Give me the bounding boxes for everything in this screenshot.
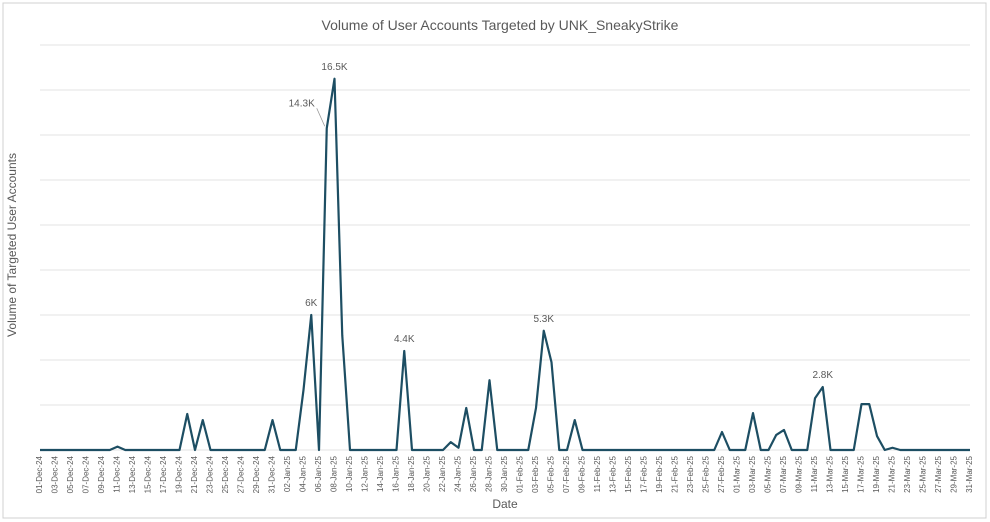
x-tick-label: 03-Dec-24 <box>51 455 60 493</box>
x-tick-label: 13-Mar-25 <box>826 455 835 492</box>
x-tick-label: 20-Jan-25 <box>423 455 432 492</box>
x-tick-label: 09-Dec-24 <box>97 455 106 493</box>
x-tick-label: 07-Mar-25 <box>779 455 788 492</box>
x-tick-label: 26-Jan-25 <box>469 455 478 492</box>
x-tick-label: 23-Dec-24 <box>206 455 215 493</box>
x-tick-label: 27-Dec-24 <box>237 455 246 493</box>
x-tick-label: 29-Mar-25 <box>950 455 959 492</box>
x-tick-label: 04-Jan-25 <box>299 455 308 492</box>
x-tick-label: 11-Feb-25 <box>593 455 602 492</box>
x-tick-label: 23-Mar-25 <box>903 455 912 492</box>
x-tick-label: 15-Feb-25 <box>624 455 633 492</box>
x-tick-label: 08-Jan-25 <box>330 455 339 492</box>
x-tick-label: 25-Mar-25 <box>919 455 928 492</box>
data-label: 6K <box>305 298 318 309</box>
x-tick-label: 31-Dec-24 <box>268 455 277 493</box>
x-tick-label: 17-Feb-25 <box>640 455 649 492</box>
data-label: 5.3K <box>533 314 554 325</box>
x-tick-label: 11-Mar-25 <box>810 455 819 492</box>
x-tick-label: 09-Feb-25 <box>578 455 587 492</box>
y-axis-title: Volume of Targeted User Accounts <box>5 153 19 337</box>
x-tick-label: 30-Jan-25 <box>500 455 509 492</box>
x-tick-label: 03-Feb-25 <box>531 455 540 492</box>
x-tick-label: 17-Mar-25 <box>857 455 866 492</box>
x-tick-label: 01-Mar-25 <box>733 455 742 492</box>
x-tick-label: 15-Mar-25 <box>841 455 850 492</box>
x-tick-label: 21-Dec-24 <box>190 455 199 493</box>
x-tick-label: 23-Feb-25 <box>686 455 695 492</box>
x-tick-label: 19-Mar-25 <box>872 455 881 492</box>
x-tick-label: 05-Dec-24 <box>66 455 75 493</box>
data-label: 2.8K <box>812 370 833 381</box>
x-tick-label: 29-Dec-24 <box>252 455 261 493</box>
data-line <box>40 77 970 452</box>
data-label: 14.3K <box>289 98 315 109</box>
x-tick-label: 11-Dec-24 <box>113 455 122 492</box>
x-tick-label: 05-Feb-25 <box>547 455 556 492</box>
x-tick-label: 05-Mar-25 <box>764 455 773 492</box>
x-tick-label: 15-Dec-24 <box>144 455 153 493</box>
x-tick-label: 01-Feb-25 <box>516 455 525 492</box>
x-tick-label: 25-Feb-25 <box>702 455 711 492</box>
x-tick-label: 21-Feb-25 <box>671 455 680 492</box>
x-axis-title: Date <box>492 497 518 511</box>
x-tick-label: 14-Jan-25 <box>376 455 385 492</box>
x-tick-label: 09-Mar-25 <box>795 455 804 492</box>
x-tick-label: 21-Mar-25 <box>888 455 897 492</box>
x-tick-label: 03-Mar-25 <box>748 455 757 492</box>
x-tick-label: 24-Jan-25 <box>454 455 463 492</box>
chart-title: Volume of User Accounts Targeted by UNK_… <box>322 17 679 33</box>
x-tick-label: 19-Dec-24 <box>175 455 184 493</box>
x-tick-label: 10-Jan-25 <box>345 455 354 492</box>
x-tick-label: 07-Dec-24 <box>82 455 91 493</box>
x-tick-label: 12-Jan-25 <box>361 455 370 492</box>
x-tick-label: 18-Jan-25 <box>407 455 416 492</box>
x-tick-label: 27-Feb-25 <box>717 455 726 492</box>
x-tick-label: 13-Dec-24 <box>128 455 137 493</box>
x-tick-label: 01-Dec-24 <box>35 455 44 493</box>
x-tick-label: 25-Dec-24 <box>221 455 230 493</box>
x-tick-label: 19-Feb-25 <box>655 455 664 492</box>
label-leader <box>316 108 326 127</box>
x-tick-label: 02-Jan-25 <box>283 455 292 492</box>
x-tick-label: 22-Jan-25 <box>438 455 447 492</box>
data-label: 16.5K <box>321 62 347 73</box>
data-label: 4.4K <box>394 334 415 345</box>
x-tick-label: 27-Mar-25 <box>934 455 943 492</box>
x-tick-label: 06-Jan-25 <box>314 455 323 492</box>
x-tick-label: 07-Feb-25 <box>562 455 571 492</box>
x-tick-label: 31-Mar-25 <box>965 455 974 492</box>
x-tick-label: 16-Jan-25 <box>392 455 401 492</box>
x-tick-label: 28-Jan-25 <box>485 455 494 492</box>
x-tick-label: 17-Dec-24 <box>159 455 168 493</box>
x-tick-label: 13-Feb-25 <box>609 455 618 492</box>
